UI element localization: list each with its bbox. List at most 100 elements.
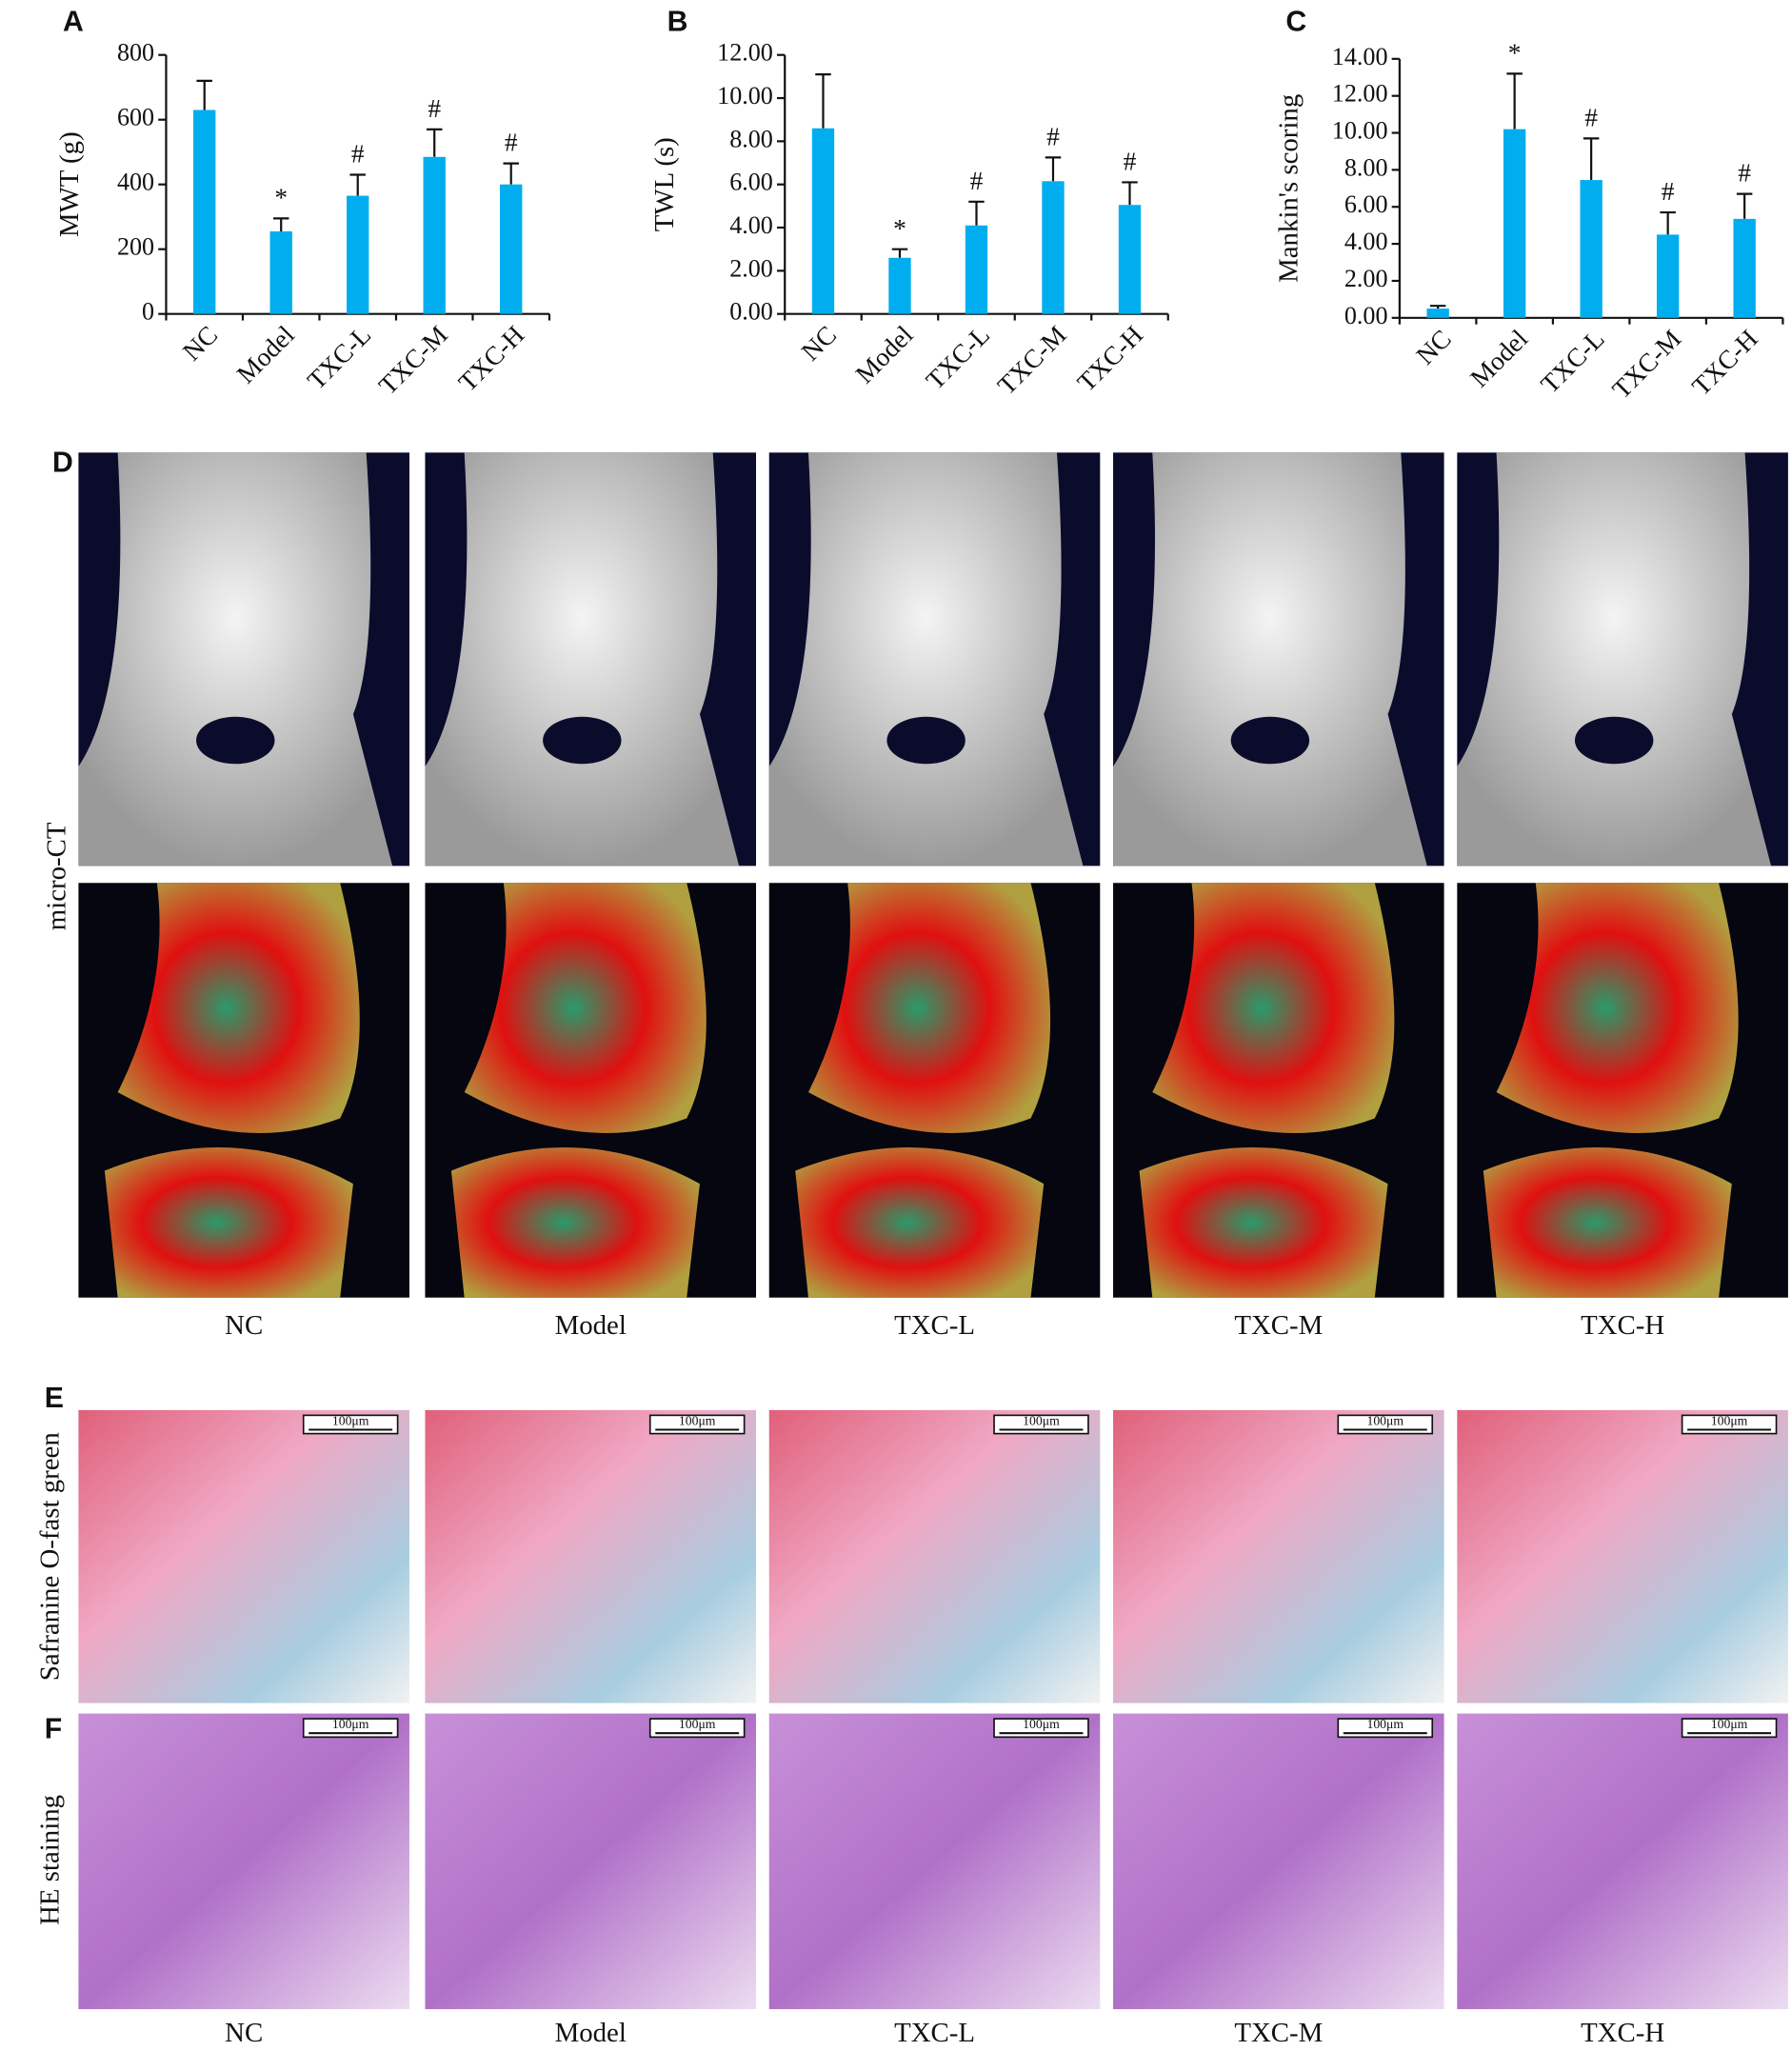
scale-bar-label: 100μm	[679, 1413, 716, 1427]
bar	[888, 257, 911, 314]
x-tick-label: TXC-L	[302, 320, 376, 394]
image-safranin: 100μm	[1457, 1409, 1788, 1703]
error-bar	[1122, 181, 1138, 206]
image-he: 100μm	[425, 1713, 757, 2010]
group-label: TXC-H	[1581, 1310, 1664, 1341]
scale-bar-label: 100μm	[1023, 1717, 1060, 1731]
significance-mark: #	[1046, 122, 1060, 150]
x-tick-label: TXC-L	[921, 320, 995, 394]
bone-shape	[464, 883, 707, 1133]
bar	[1503, 129, 1526, 318]
group-label: TXC-H	[1581, 2018, 1664, 2048]
joint-gap	[543, 716, 622, 765]
error-bar	[272, 217, 289, 231]
bone-shape	[1139, 1147, 1388, 1298]
bone-shape	[807, 883, 1051, 1133]
image-ct-surface	[425, 452, 757, 866]
y-tick-label: 8.00	[1344, 153, 1388, 181]
image-he: 100μm	[768, 1713, 1101, 2010]
x-tick-label: NC	[177, 320, 223, 366]
error-bar	[1429, 305, 1446, 309]
image-bg	[1457, 1713, 1788, 2010]
image-he: 100μm	[1113, 1713, 1444, 2010]
bone-shape	[1457, 452, 1772, 866]
image-he: 100μm	[78, 1713, 409, 2010]
joint-gap	[1574, 716, 1654, 765]
group-label: NC	[225, 2018, 263, 2048]
image-bg	[425, 1713, 757, 2010]
bar	[347, 195, 369, 314]
significance-mark: #	[1662, 177, 1675, 206]
scale-bar-label: 100μm	[1711, 1413, 1748, 1427]
x-tick-label: TXC-M	[1607, 325, 1687, 405]
image-ct-surface	[78, 452, 409, 866]
image-ct-density	[1457, 883, 1788, 1298]
significance-mark: #	[351, 140, 365, 169]
image-bg	[78, 1713, 409, 2010]
y-tick-label: 0.00	[729, 298, 773, 326]
image-ct-surface	[768, 452, 1101, 866]
image-ct-density	[78, 883, 409, 1298]
image-safranin: 100μm	[78, 1409, 409, 1703]
joint-gap	[1230, 716, 1310, 765]
scale-bar-label: 100μm	[1366, 1717, 1404, 1731]
bone-shape	[104, 1147, 353, 1298]
y-axis-label: Mankin's scoring	[1273, 94, 1304, 283]
error-bar	[1506, 72, 1523, 129]
image-ct-surface	[1113, 452, 1444, 866]
group-label: TXC-M	[1234, 2018, 1323, 2048]
bone-shape	[1496, 883, 1739, 1133]
scale-bar-label: 100μm	[332, 1413, 369, 1427]
image-ct-surface	[1457, 452, 1788, 866]
panel-label: E	[45, 1383, 64, 1414]
row-label: Safranine O-fast green	[35, 1432, 66, 1681]
group-label: Model	[555, 1310, 627, 1341]
image-bg	[768, 1409, 1101, 1703]
image-bg	[425, 1409, 757, 1703]
image-bg	[768, 1713, 1101, 2010]
scale-bar-label: 100μm	[1366, 1413, 1404, 1427]
significance-mark: #	[1738, 159, 1751, 188]
y-tick-label: 8.00	[729, 125, 773, 152]
x-tick-label: TXC-M	[373, 320, 453, 400]
x-tick-label: TXC-H	[1072, 320, 1149, 397]
row-label: HE staining	[35, 1795, 66, 1925]
y-tick-label: 14.00	[1332, 43, 1388, 70]
y-tick-label: 6.00	[1344, 190, 1388, 218]
x-tick-label: Model	[1464, 324, 1533, 392]
joint-gap	[196, 716, 275, 765]
y-tick-label: 800	[117, 39, 154, 67]
bone-shape	[1113, 452, 1427, 866]
panel-label: A	[63, 7, 84, 38]
x-tick-label: TXC-H	[1686, 324, 1763, 401]
group-label: Model	[555, 2018, 627, 2048]
scale-bar-label: 100μm	[1023, 1413, 1060, 1427]
significance-mark: #	[505, 129, 518, 157]
y-axis-label: MWT (g)	[54, 131, 85, 237]
image-safranin: 100μm	[425, 1409, 757, 1703]
bar	[1118, 205, 1142, 314]
bone-shape	[425, 452, 740, 866]
bone-shape	[78, 452, 393, 866]
y-tick-label: 10.00	[1332, 117, 1388, 145]
image-safranin: 100μm	[768, 1409, 1101, 1703]
error-bar	[891, 248, 908, 258]
error-bar	[1583, 137, 1600, 181]
image-ct-density	[768, 883, 1101, 1298]
y-tick-label: 600	[117, 104, 154, 131]
x-tick-label: TXC-H	[453, 320, 530, 397]
image-ct-density	[1113, 883, 1444, 1298]
image-bg	[1457, 1409, 1788, 1703]
y-tick-label: 2.00	[1344, 265, 1388, 292]
significance-mark: #	[1584, 103, 1598, 131]
panel-label: D	[52, 448, 73, 479]
bar	[1580, 180, 1603, 318]
bar	[1426, 309, 1449, 318]
bar	[269, 230, 292, 314]
bar	[1733, 218, 1756, 318]
image-safranin: 100μm	[1113, 1409, 1444, 1703]
bone-shape	[1152, 883, 1395, 1133]
panel-label: B	[667, 7, 688, 38]
scale-bar-label: 100μm	[1711, 1717, 1748, 1731]
